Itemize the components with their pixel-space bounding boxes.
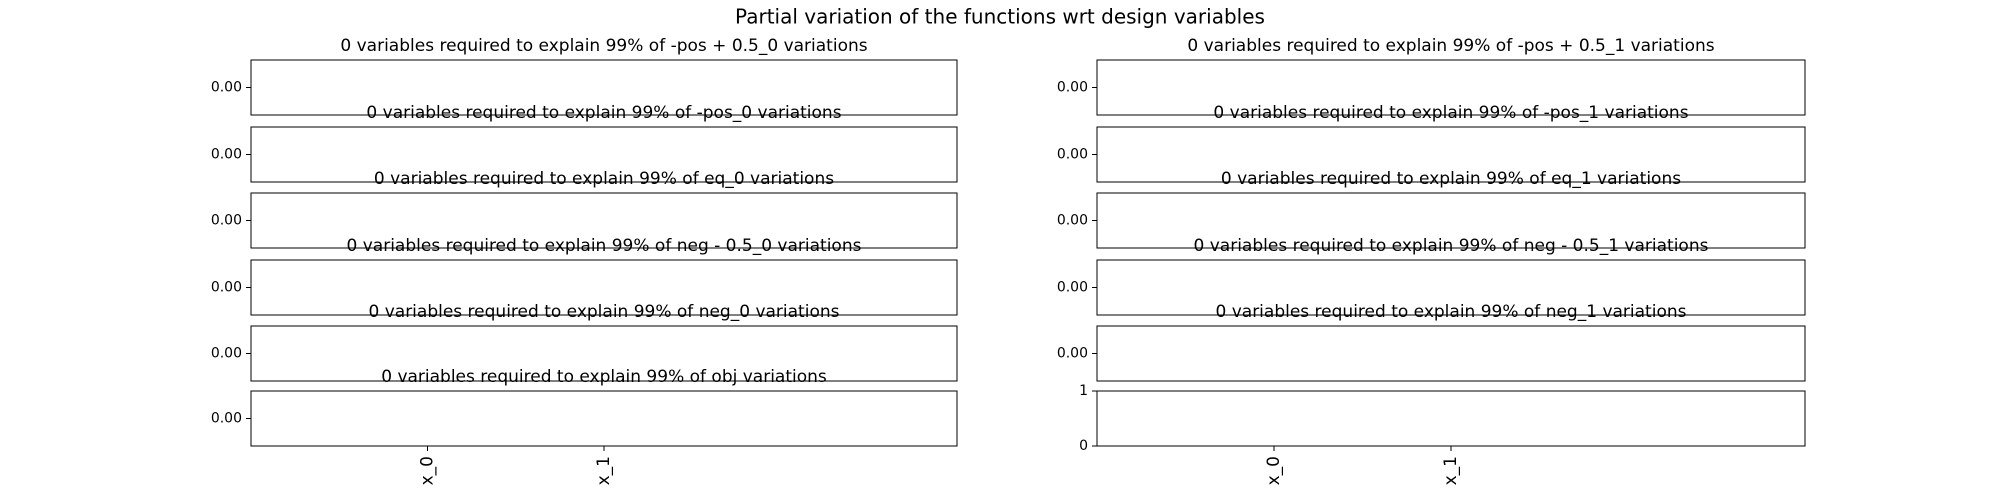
subplot-title: 0 variables required to explain 99% of -… [366, 103, 841, 123]
y-tick-label: 0.00 [211, 147, 242, 163]
subplot-title: 0 variables required to explain 99% of -… [1213, 103, 1688, 123]
x-tick-label: x_0 [1264, 456, 1284, 485]
x-tick-label: x_1 [1441, 456, 1461, 485]
subplot-title: 0 variables required to explain 99% of -… [1187, 36, 1714, 56]
subplot-title: 0 variables required to explain 99% of e… [374, 169, 834, 189]
axes-frame [1096, 325, 1806, 382]
y-tick-label: 0.00 [211, 80, 242, 96]
subplot-title: 0 variables required to explain 99% of e… [1221, 169, 1681, 189]
y-tick-label: 0.00 [211, 280, 242, 296]
y-tick-label: 0.00 [1057, 147, 1088, 163]
subplot-title: 0 variables required to explain 99% of o… [381, 367, 827, 387]
y-tick-label: 0.00 [1057, 80, 1088, 96]
y-tick-label: 0.00 [211, 411, 242, 427]
y-tick-label: 0.00 [1057, 346, 1088, 362]
y-tick-label: 1 [1079, 383, 1088, 399]
subplot-title: 0 variables required to explain 99% of n… [1216, 302, 1687, 322]
subplot-title: 0 variables required to explain 99% of n… [369, 302, 840, 322]
axes-frame [1096, 390, 1806, 447]
x-tick-label: x_0 [418, 456, 438, 485]
axes-frame [250, 390, 958, 447]
y-tick-label: 0 [1079, 438, 1088, 454]
y-tick-label: 0.00 [211, 346, 242, 362]
subplot-title: 0 variables required to explain 99% of -… [340, 36, 867, 56]
y-tick-label: 0.00 [1057, 213, 1088, 229]
y-tick-label: 0.00 [211, 213, 242, 229]
x-tick-label: x_1 [594, 456, 614, 485]
subplot-title: 0 variables required to explain 99% of n… [347, 236, 862, 256]
figure-title: Partial variation of the functions wrt d… [735, 5, 1265, 29]
subplot-title: 0 variables required to explain 99% of n… [1194, 236, 1709, 256]
y-tick-label: 0.00 [1057, 280, 1088, 296]
